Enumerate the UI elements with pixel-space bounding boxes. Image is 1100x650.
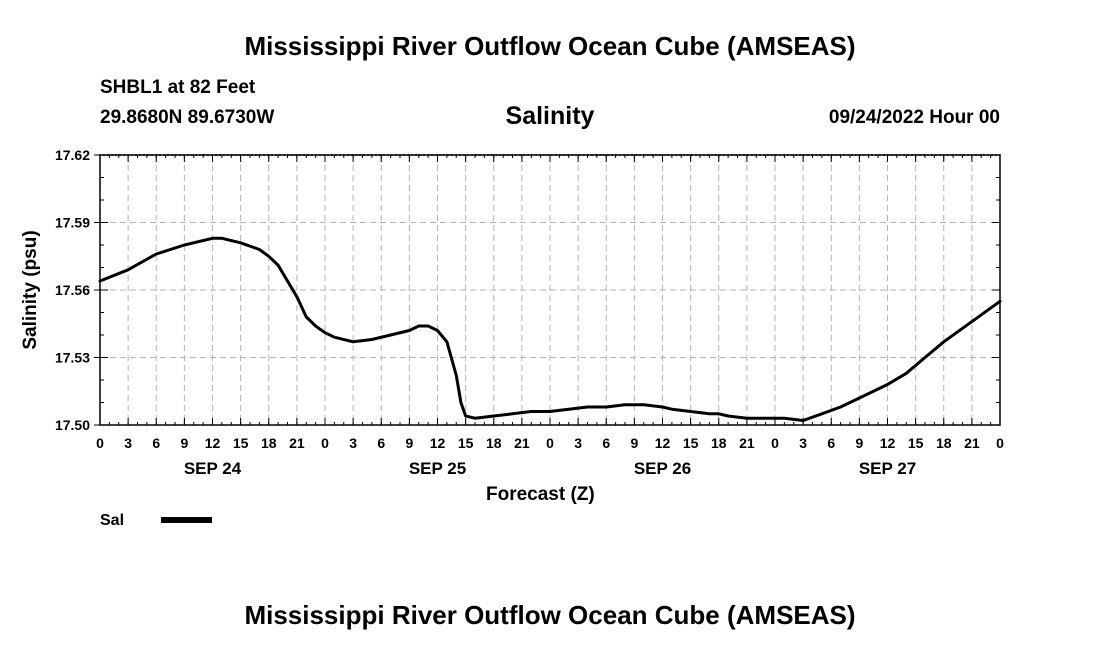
x-tick-label: 21: [964, 435, 980, 451]
x-tick-label: 0: [96, 435, 104, 451]
y-tick-label: 17.53: [55, 350, 90, 366]
x-tick-label: 15: [458, 435, 474, 451]
coordinates-label: 29.8680N 89.6730W: [100, 107, 275, 128]
x-tick-label: 15: [233, 435, 249, 451]
x-tick-label: 21: [739, 435, 755, 451]
x-tick-label: 12: [880, 435, 896, 451]
x-tick-label: 9: [180, 435, 188, 451]
axis-ticks: [94, 154, 1001, 426]
x-tick-label: 6: [602, 435, 610, 451]
y-tick-label: 17.50: [55, 417, 90, 433]
x-tick-label: 3: [124, 435, 132, 451]
x-tick-label: 6: [827, 435, 835, 451]
x-tick-label: 18: [486, 435, 502, 451]
station-label: SHBL1 at 82 Feet: [100, 77, 256, 98]
x-tick-label: 6: [152, 435, 160, 451]
x-date-label: SEP 24: [184, 459, 242, 478]
x-tick-label: 15: [683, 435, 699, 451]
y-tick-label: 17.62: [55, 147, 90, 163]
x-date-label: SEP 27: [859, 459, 916, 478]
y-tick-label: 17.56: [55, 282, 90, 298]
x-tick-label: 15: [908, 435, 924, 451]
series-layer: [98, 236, 1002, 422]
page-title: Mississippi River Outflow Ocean Cube (AM…: [244, 31, 856, 61]
x-tick-label: 12: [430, 435, 446, 451]
x-tick-label: 6: [377, 435, 385, 451]
series-line-sal: [98, 236, 1002, 422]
x-tick-label: 0: [771, 435, 779, 451]
x-tick-label: 0: [546, 435, 554, 451]
timestamp-label: 09/24/2022 Hour 00: [828, 107, 1000, 128]
legend: Sal: [100, 512, 212, 529]
x-tick-label: 9: [855, 435, 863, 451]
x-tick-label: 12: [655, 435, 671, 451]
x-tick-label: 18: [936, 435, 952, 451]
y-axis-title: Salinity (psu): [20, 230, 41, 349]
x-tick-label: 21: [289, 435, 305, 451]
x-tick-label: 3: [799, 435, 807, 451]
grid: [100, 155, 1000, 425]
x-tick-label: 3: [349, 435, 357, 451]
x-tick-label: 0: [321, 435, 329, 451]
x-tick-label: 12: [205, 435, 221, 451]
x-axis-title: Forecast (Z): [486, 484, 595, 505]
x-tick-label: 21: [514, 435, 530, 451]
y-tick-label: 17.59: [55, 215, 90, 231]
x-tick-label: 18: [261, 435, 277, 451]
x-tick-label: 3: [574, 435, 582, 451]
x-tick-label: 0: [996, 435, 1004, 451]
x-date-label: SEP 26: [634, 459, 691, 478]
legend-label: Sal: [100, 512, 124, 529]
axis-labels: 0 3 6 9 12 15 18 21 0 3 6 9 12 15 18 21 0 3 6 9 12 15 18 21 0 3 6 9…: [55, 147, 1004, 478]
x-tick-label: 9: [630, 435, 638, 451]
x-date-label: SEP 25: [409, 459, 466, 478]
x-tick-label: 18: [711, 435, 727, 451]
chart-title: Salinity: [505, 102, 595, 130]
x-tick-label: 9: [405, 435, 413, 451]
footer-title: Mississippi River Outflow Ocean Cube (AM…: [244, 600, 856, 630]
